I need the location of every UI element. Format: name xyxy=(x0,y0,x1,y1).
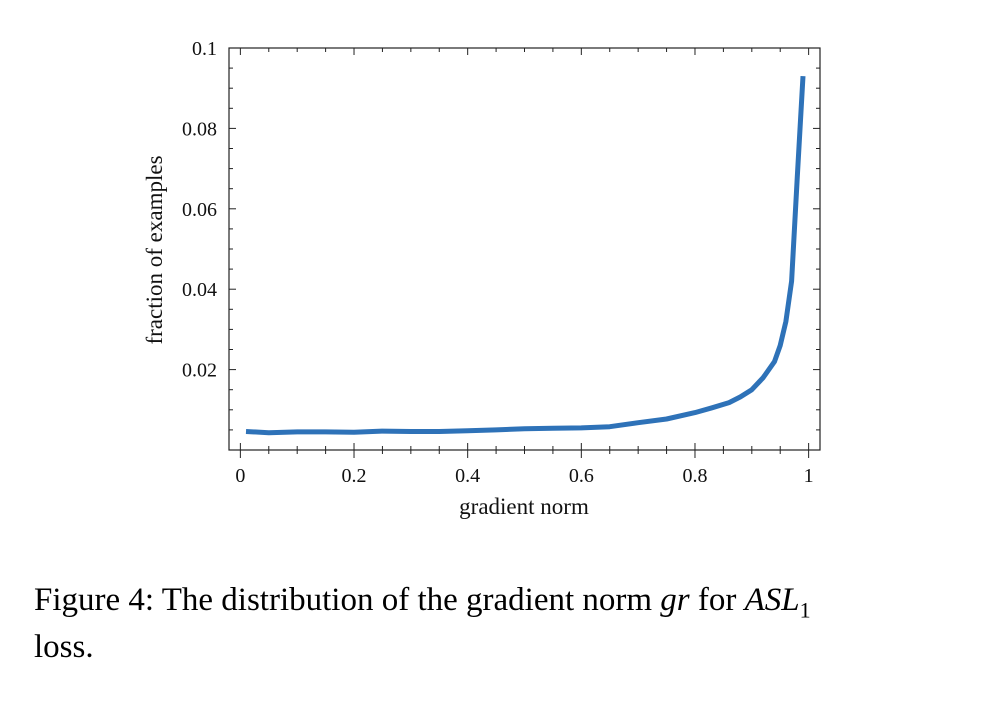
y-tick-label: 0.1 xyxy=(192,38,217,60)
x-tick-label: 1 xyxy=(804,465,814,487)
y-tick-label: 0.08 xyxy=(182,118,217,140)
x-tick-label: 0.4 xyxy=(455,465,480,487)
caption-middle: for xyxy=(689,582,745,618)
tick-labels-layer: 0 0.2 0.4 0.6 0.8 1 0.02 0.04 0.06 0.08 0.1 xyxy=(182,38,814,487)
ticks-layer xyxy=(229,47,820,458)
x-tick-label: 0.8 xyxy=(682,465,707,487)
caption-math-asl: ASL xyxy=(744,582,800,618)
y-tick-label: 0.06 xyxy=(182,199,217,221)
caption-suffix: loss. xyxy=(34,628,94,665)
caption-math-subscript: 1 xyxy=(799,597,811,623)
x-tick-label: 0.6 xyxy=(569,465,594,487)
series-line xyxy=(245,75,806,436)
caption-math-gr: gr xyxy=(660,582,690,618)
figure-caption: Figure 4: The distribution of the gradie… xyxy=(34,582,984,666)
chart: 0 0.2 0.4 0.6 0.8 1 0.02 0.04 0.06 0.08 0.1 gradie… xyxy=(142,38,821,519)
x-tick-label: 0 xyxy=(235,465,245,487)
plot-area-frame xyxy=(228,47,821,451)
y-axis-label: fraction of examples xyxy=(142,155,167,344)
y-tick-label: 0.02 xyxy=(182,360,217,382)
x-axis-label: gradient norm xyxy=(459,494,589,519)
caption-prefix: Figure 4: The distribution of the gradie… xyxy=(34,582,661,618)
y-tick-label: 0.04 xyxy=(182,279,217,301)
x-tick-label: 0.2 xyxy=(342,465,367,487)
